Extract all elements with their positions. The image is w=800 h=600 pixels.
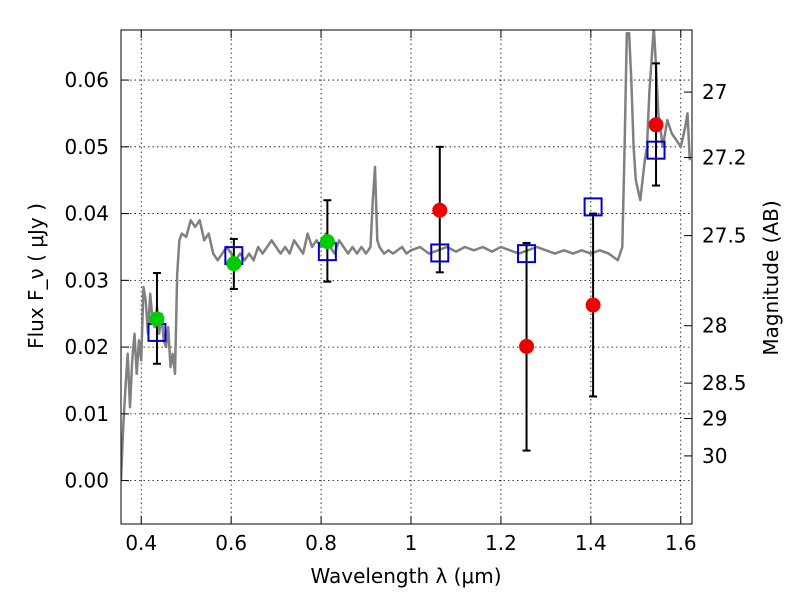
y-tick-label: 0.03 [64,268,109,292]
data-point [519,338,535,354]
right-axis-label: Magnitude (AB) [759,200,783,355]
y-tick-label: 0.01 [64,402,109,426]
grid [121,30,692,524]
plot-frame [120,29,693,525]
model-square [583,197,603,217]
y-tick-label: 0.00 [64,469,109,493]
data-point [226,256,242,272]
data-point [319,234,335,250]
model-photometry-squares [147,140,666,342]
data-point [149,311,165,327]
mag-tick-label: 28.5 [702,371,747,395]
y-tick-label: 0.04 [64,202,109,226]
model-square [646,140,666,160]
observed-points [149,117,664,354]
mag-tick-label: 27 [702,80,727,104]
x-tick-label: 0.8 [305,531,337,555]
x-tick-label: 1.6 [665,531,697,555]
x-axis-label: Wavelength λ (μm) [310,564,501,588]
data-point [432,202,448,218]
y-tick-label: 0.06 [64,68,109,92]
mag-tick-label: 28 [702,314,727,338]
model-square [430,243,450,263]
data-point [648,117,664,133]
x-tick-label: 0.4 [125,531,157,555]
y-tick-label: 0.02 [64,335,109,359]
mag-tick-label: 29 [702,407,727,431]
x-tick-label: 1 [405,531,418,555]
error-bars [152,62,661,452]
x-tick-label: 1.2 [485,531,517,555]
x-tick-label: 1.4 [575,531,607,555]
mag-tick-label: 27.5 [702,224,747,248]
x-tick-label: 0.6 [215,531,247,555]
mag-tick-label: 30 [702,444,727,468]
spectrum-line [121,30,692,481]
y-tick-label: 0.05 [64,135,109,159]
data-point [585,297,601,313]
model-spectrum [121,30,692,481]
y-axis-label: Flux F_ν ( μJy ) [24,203,48,349]
axis-ticks: 0.4 0.6 0.8 1 1.2 1.4 1.6 0.00 0.01 0.02 0.03 0.04 0… [64,30,747,555]
model-square [517,244,537,264]
mag-tick-label: 27.2 [702,146,747,170]
